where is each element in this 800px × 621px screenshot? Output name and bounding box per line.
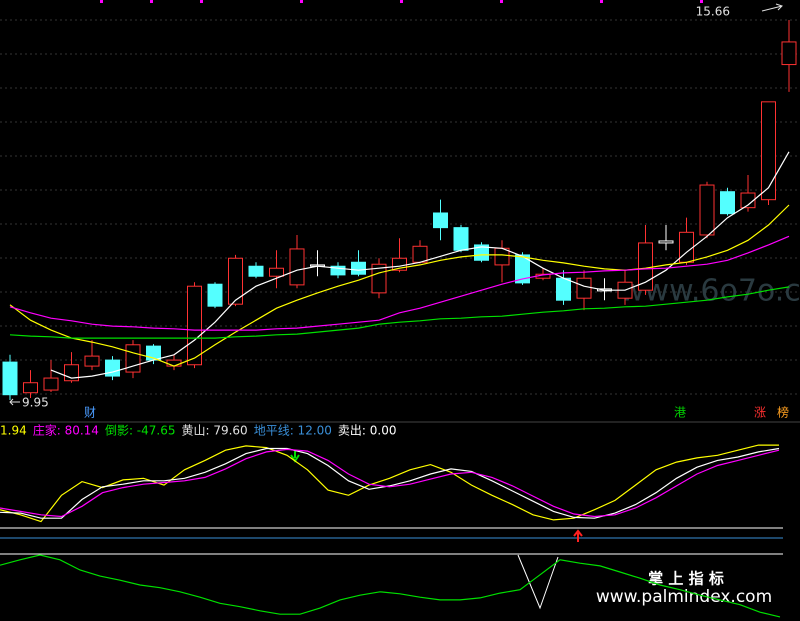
legend-entry: 地平线: 12.00: [254, 424, 332, 438]
candle-body: [556, 277, 571, 301]
legend-entry: 黄山: 79.60: [181, 424, 247, 438]
candle-body: [658, 240, 674, 244]
candle-body: [412, 245, 428, 263]
candle-body: [43, 377, 59, 391]
low-label: 9.95: [22, 396, 49, 410]
candle-body: [351, 261, 366, 275]
series-line: [0, 554, 781, 618]
series-line: [0, 447, 780, 519]
high-arrow: [761, 3, 783, 12]
marker: 港: [674, 406, 686, 420]
buy-arrow: [573, 529, 583, 542]
candle-body: [699, 184, 715, 236]
series-line: [0, 444, 779, 523]
legend-entry: 卖出: 0.00: [338, 424, 397, 438]
candle-body: [576, 277, 592, 299]
signal-spike: [517, 554, 559, 610]
candle-body: [720, 191, 735, 215]
candle-body: [105, 359, 120, 377]
series-line: [9, 286, 790, 339]
top-dot: [700, 0, 703, 3]
candle-body: [207, 283, 223, 307]
series-line: [0, 448, 780, 518]
watermark: 掌 上 指 标: [648, 570, 724, 588]
marker: 财: [84, 406, 96, 420]
candle-body: [248, 265, 264, 277]
candle-body: [228, 257, 243, 305]
top-dot: [200, 0, 203, 3]
legend-entry: 倒影: -47.65: [105, 424, 176, 438]
candle-body: [23, 382, 38, 394]
series-line: [50, 151, 790, 379]
candle-body: [84, 355, 100, 367]
marker: 榜: [777, 405, 789, 420]
candle-body: [392, 257, 407, 271]
top-dot: [100, 0, 103, 3]
candle-body: [371, 263, 387, 294]
candle-body: [2, 361, 18, 396]
candle-body: [269, 267, 284, 277]
grid: [0, 0, 800, 395]
legend-entry: 庄家: 80.14: [33, 423, 99, 438]
low-arrow: [9, 398, 20, 406]
candle-body: [474, 244, 489, 261]
site-url: www.palmindex.com: [596, 587, 772, 607]
legend-entry: 1.94: [0, 424, 27, 438]
candle-body: [330, 265, 346, 276]
series-line: [9, 235, 790, 331]
top-dot: [400, 0, 403, 3]
candle-body: [761, 101, 776, 201]
candle-body: [515, 254, 530, 284]
top-dot: [600, 0, 603, 3]
candle-body: [289, 248, 305, 286]
candle-body: [740, 192, 756, 209]
candle-body: [679, 231, 694, 263]
top-dot: [150, 0, 153, 3]
marker: 涨: [754, 405, 766, 420]
candle-body: [166, 359, 182, 367]
candle-body: [638, 242, 653, 291]
candle-body: [453, 227, 469, 251]
top-dot: [300, 0, 303, 3]
candle-body: [433, 212, 448, 229]
high-label: 15.66: [696, 5, 730, 19]
candle-body: [187, 285, 202, 366]
top-dot: [500, 0, 503, 3]
series-line: [9, 204, 790, 367]
candle-body: [781, 41, 797, 66]
